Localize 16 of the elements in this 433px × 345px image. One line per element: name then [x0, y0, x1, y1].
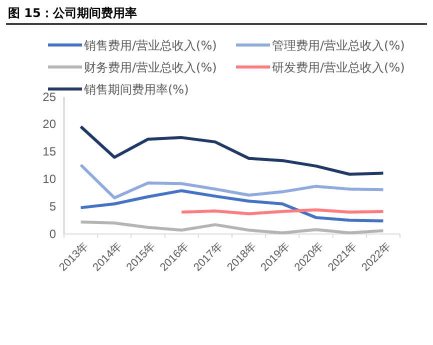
line-series — [79, 189, 385, 222]
y-tick-label: 15 — [42, 144, 56, 159]
line-series — [79, 125, 385, 176]
chart-title: 图 15：公司期间费用率 — [8, 6, 137, 20]
legend-label: 销售费用/营业总收入(%) — [83, 38, 217, 52]
line-series — [79, 163, 385, 200]
y-tick-label: 20 — [42, 117, 56, 132]
legend-label: 财务费用/营业总收入(%) — [84, 60, 217, 74]
y-tick-label: 10 — [42, 172, 56, 186]
y-tick-label: 0 — [49, 226, 56, 241]
legend-label: 研发费用/营业总收入(%) — [272, 60, 405, 74]
line-series — [79, 220, 385, 234]
y-tick-label: 5 — [49, 199, 56, 214]
legend-label: 管理费用/营业总收入(%) — [272, 38, 405, 52]
legend-label: 销售期间费用率(%) — [83, 82, 189, 96]
y-tick-label: 25 — [42, 90, 56, 104]
